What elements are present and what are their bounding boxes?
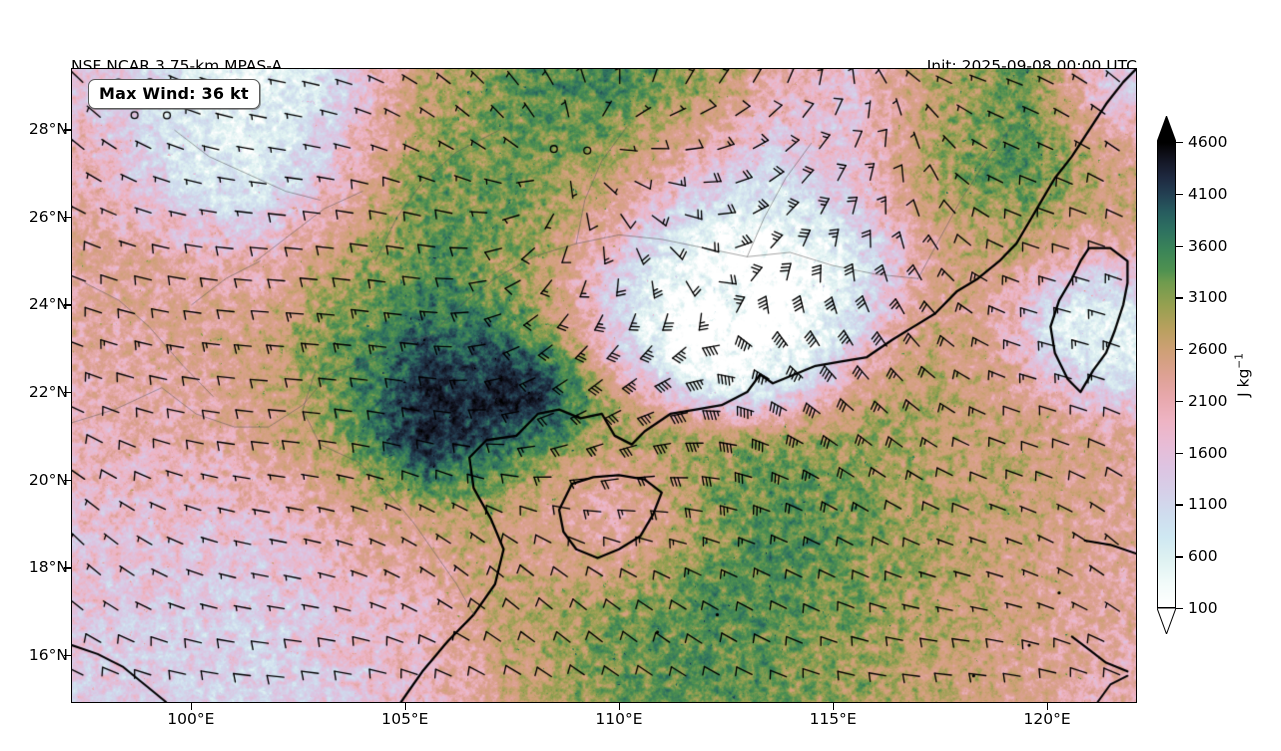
colorbar-tick-mark [1176, 400, 1183, 403]
colorbar-tick-mark [1176, 193, 1183, 196]
colorbar-tick-label: 3100 [1188, 288, 1228, 307]
x-axis-tick-label: 115°E [809, 710, 857, 728]
colorbar-tick-label: 4600 [1188, 133, 1228, 151]
x-axis-tick-mark [1047, 703, 1049, 710]
y-axis-tick-mark [64, 392, 71, 394]
colorbar-max-extension-arrow [1157, 116, 1176, 142]
x-axis-tick-mark [190, 703, 193, 710]
colorbar-tick-label: 1100 [1188, 495, 1228, 514]
x-axis-tick-mark [833, 703, 835, 710]
y-axis-tick-mark [64, 304, 71, 306]
colorbar-tick-label: 600 [1188, 547, 1218, 566]
colorbar-tick-label: 1600 [1188, 443, 1228, 462]
y-axis-tick-mark [64, 654, 71, 657]
x-axis-tick-label: 110°E [595, 710, 643, 728]
y-axis-tick-label: 24°N [28, 295, 68, 314]
colorbar-tick-mark [1176, 556, 1183, 558]
colorbar-tick-label: 3600 [1188, 236, 1228, 255]
y-axis-tick-label: 22°N [28, 383, 68, 402]
colorbar-tick-mark [1176, 452, 1183, 454]
colorbar-gradient [1157, 142, 1176, 608]
colorbar-title-exponent: −1 [1233, 353, 1246, 369]
colorbar-tick-label: 2600 [1188, 340, 1228, 359]
colorbar-tick-mark [1176, 349, 1183, 351]
y-axis-tick-label: 28°N [28, 120, 68, 139]
y-axis-tick-label: 26°N [28, 207, 68, 226]
colorbar: 100 600 1100 1600 2100 2600 3100 3600 4100 4600 [1157, 116, 1227, 634]
colorbar-tick-label: 4100 [1188, 184, 1228, 203]
x-axis-tick-label: 105°E [381, 710, 429, 728]
colorbar-tick-mark [1176, 142, 1183, 144]
colorbar-tick-mark [1176, 608, 1183, 610]
max-wind-annotation: Max Wind: 36 kt [88, 79, 260, 109]
colorbar-tick-label: 2100 [1188, 391, 1228, 410]
colorbar-title-text: J kg [1234, 368, 1253, 397]
x-axis-tick-label: 120°E [1023, 710, 1071, 728]
y-axis-tick-label: 16°N [28, 645, 68, 664]
colorbar-tick-mark [1176, 245, 1183, 247]
x-axis-tick-label: 100°E [167, 710, 215, 728]
colorbar-tick-mark [1176, 504, 1183, 506]
y-axis-tick-mark [64, 216, 71, 219]
cape-field-canvas [72, 69, 1136, 702]
x-axis-tick-mark [618, 703, 621, 710]
y-axis-tick-mark [64, 567, 71, 569]
colorbar-tick-label: 100 [1188, 599, 1218, 617]
y-axis-tick-label: 18°N [28, 558, 68, 577]
y-axis-tick-label: 20°N [28, 470, 68, 489]
colorbar-tick-mark [1176, 297, 1183, 299]
colorbar-title: J kg−1 [1233, 353, 1252, 397]
y-axis-tick-mark [64, 479, 71, 482]
x-axis-tick-mark [404, 703, 407, 710]
map-plot-area [71, 68, 1137, 703]
y-axis-tick-mark [64, 129, 71, 131]
colorbar-min-extension-arrow [1157, 608, 1176, 634]
